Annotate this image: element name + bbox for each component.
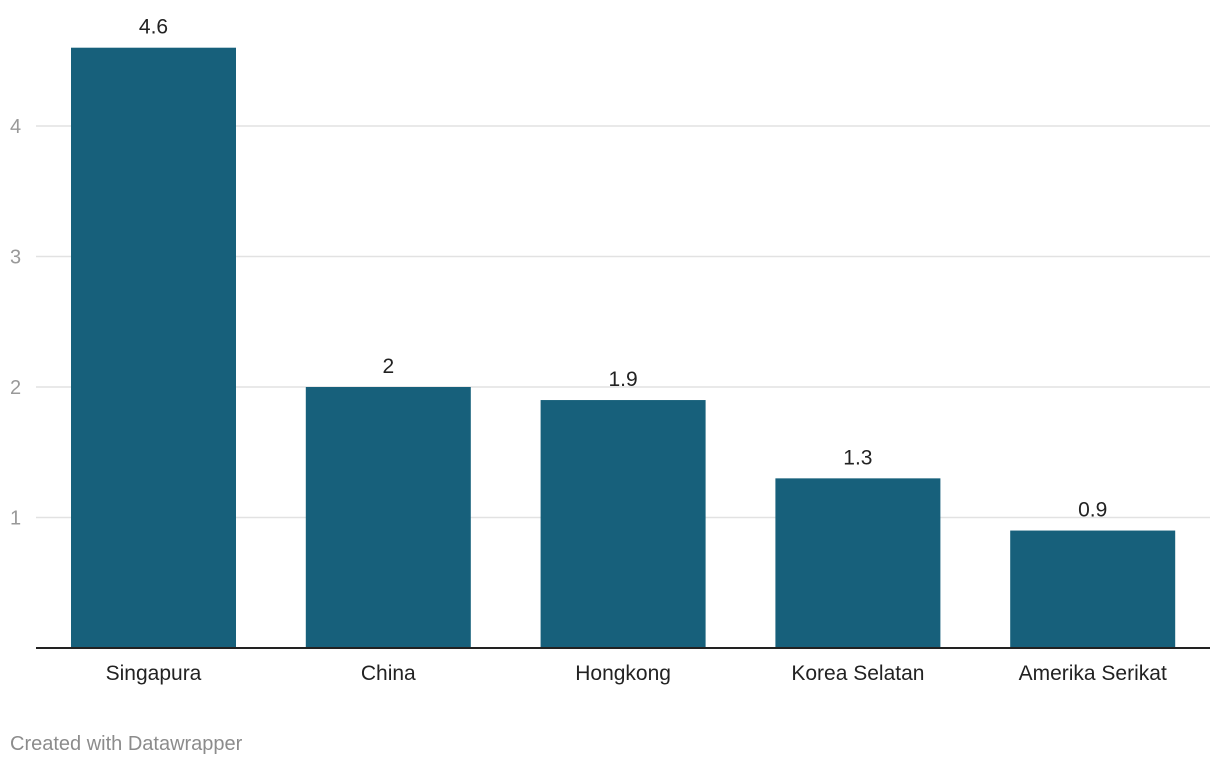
bar <box>305 387 471 648</box>
value-label: 2 <box>382 355 394 378</box>
value-labels: 4.6 2 1.9 1.3 0.9 <box>139 16 1107 522</box>
x-tick-label: Korea Selatan <box>791 662 924 685</box>
bar <box>540 400 706 648</box>
x-tick-label: China <box>361 662 416 685</box>
credit-text: Created with Datawrapper <box>10 733 243 755</box>
value-label: 0.9 <box>1078 499 1107 522</box>
bar <box>71 47 236 648</box>
value-label: 1.9 <box>608 368 637 391</box>
bars <box>71 47 1176 648</box>
y-tick-label: 3 <box>10 247 21 269</box>
y-tick-label: 2 <box>10 377 21 399</box>
y-tick-label: 4 <box>10 116 21 138</box>
value-label: 4.6 <box>139 16 168 39</box>
value-label: 1.3 <box>843 446 872 469</box>
x-axis-labels: Singapura China Hongkong Korea Selatan Ameri… <box>106 662 1167 685</box>
x-tick-label: Hongkong <box>575 662 671 685</box>
y-axis-ticks: 1 2 3 4 <box>10 116 21 530</box>
bar <box>775 478 941 648</box>
bar <box>1010 530 1176 648</box>
x-tick-label: Singapura <box>106 662 202 685</box>
y-tick-label: 1 <box>10 508 21 530</box>
x-tick-label: Amerika Serikat <box>1019 662 1167 685</box>
